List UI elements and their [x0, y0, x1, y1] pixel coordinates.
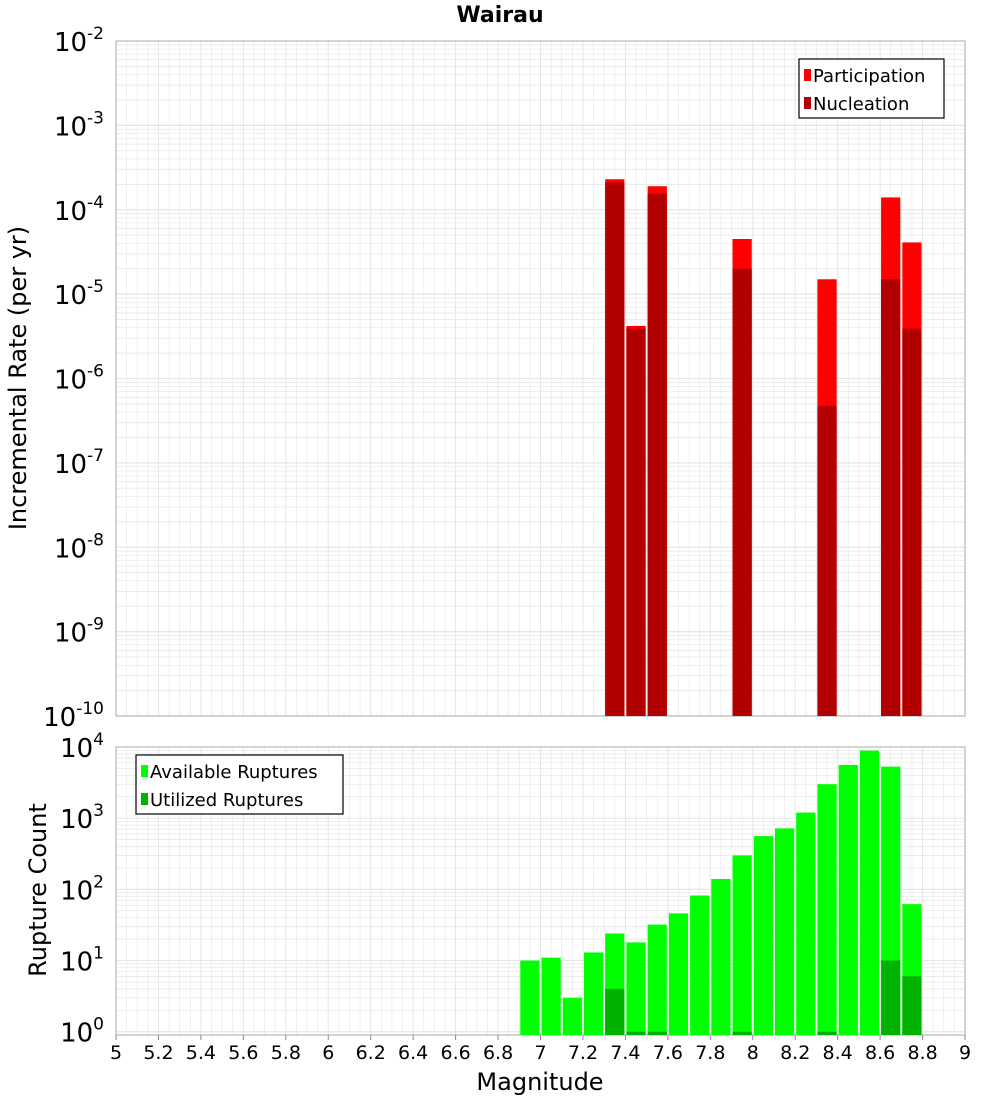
count-legend-box — [135, 754, 344, 815]
available-rupture-bar — [753, 836, 773, 1035]
x-tick-label: 7.6 — [653, 1042, 683, 1064]
available-rupture-bar — [796, 812, 816, 1035]
utilized-rupture-bar — [605, 988, 625, 1035]
utilized-rupture-bar — [817, 1031, 837, 1035]
available-rupture-bar — [626, 942, 646, 1035]
nucleation-bar — [817, 406, 837, 716]
rate-y-tick-label: 10-4 — [54, 193, 104, 227]
utilized-rupture-bar — [732, 1031, 752, 1035]
count-y-tick-label: 101 — [60, 944, 104, 978]
available-rupture-bar — [541, 957, 561, 1035]
rate-plot: 10-10 10-9 10-8 10-7 10-6 10-5 10-4 10-3 10-2 — [43, 24, 966, 733]
x-tick-label: 8.2 — [780, 1042, 810, 1064]
bottom-y-axis-label: Rupture Count — [24, 803, 52, 977]
count-y-tick-label: 100 — [60, 1015, 104, 1049]
chart-title: Wairau — [456, 3, 543, 28]
x-tick-label: 6.2 — [356, 1042, 386, 1064]
x-tick-label: 7.2 — [568, 1042, 598, 1064]
count-y-tick-label: 102 — [60, 872, 104, 906]
available-rupture-bar — [838, 764, 858, 1035]
rate-y-tick-label: 10-9 — [54, 615, 104, 649]
count-y-tick-label: 104 — [60, 730, 104, 764]
x-tick-label: 5 — [110, 1042, 122, 1064]
nucleation-bar — [732, 268, 752, 716]
count-legend-label: Available Ruptures — [150, 762, 318, 783]
rate-y-tick-label: 10-2 — [54, 24, 104, 58]
x-tick-label: 7.4 — [610, 1042, 640, 1064]
count-legend: Available Ruptures Utilized Ruptures — [135, 754, 344, 815]
rate-y-tick-label: 10-7 — [54, 446, 104, 480]
x-tick-label: 6 — [322, 1042, 334, 1064]
x-tick-label: 6.4 — [398, 1042, 428, 1064]
nucleation-bar — [881, 279, 901, 716]
x-tick-label: 8 — [747, 1042, 759, 1064]
x-tick-label: 9 — [959, 1042, 971, 1064]
nucleation-bar — [647, 193, 667, 716]
rate-legend-label: Nucleation — [813, 94, 909, 115]
available-rupture-bar — [711, 878, 731, 1035]
count-y-tick-label: 103 — [60, 801, 104, 835]
nucleation-bar — [902, 328, 922, 716]
available-rupture-bar — [774, 828, 795, 1035]
count-plot: 100 101 102 103 104 — [60, 730, 966, 1049]
x-tick-label: 5.4 — [186, 1042, 216, 1064]
available-rupture-bar — [583, 952, 604, 1035]
count-legend-label: Utilized Ruptures — [150, 790, 303, 811]
available-rupture-bar — [690, 895, 710, 1035]
rate-frame — [115, 40, 966, 717]
rate-y-tick-label: 10-10 — [43, 699, 104, 733]
utilized-rupture-bar — [647, 1031, 667, 1035]
x-tick-label: 8.8 — [907, 1042, 937, 1064]
rate-y-tick-label: 10-5 — [54, 277, 104, 311]
available-rupture-bar — [520, 960, 540, 1035]
nucleation-bar — [626, 328, 646, 716]
available-rupture-bar — [647, 924, 667, 1035]
x-tick-label: 8.4 — [823, 1042, 853, 1064]
x-tick-label: 5.6 — [228, 1042, 258, 1064]
x-axis-label: Magnitude — [476, 1068, 603, 1096]
rate-legend-label: Participation — [813, 66, 925, 87]
count-legend-swatch — [141, 765, 148, 777]
available-rupture-bar — [732, 855, 752, 1035]
available-rupture-bar — [562, 997, 582, 1035]
x-tick-label: 7 — [534, 1042, 546, 1064]
utilized-rupture-bar — [902, 976, 922, 1035]
rate-legend-swatch — [804, 69, 811, 81]
x-tick-label: 5.8 — [271, 1042, 301, 1064]
available-rupture-bar — [859, 750, 880, 1035]
utilized-rupture-bar — [626, 1031, 646, 1035]
rate-y-tick-label: 10-3 — [54, 108, 104, 142]
top-y-axis-label: Incremental Rate (per yr) — [4, 226, 32, 530]
x-tick-label: 8.6 — [865, 1042, 895, 1064]
x-axis: 5 5.2 5.4 5.6 5.8 6 6.2 6.4 6.6 6.8 7 7.2 7.4 7.6 7.8 8… — [110, 1035, 971, 1064]
available-rupture-bar — [817, 784, 837, 1035]
count-legend-swatch — [141, 793, 148, 805]
x-tick-label: 5.2 — [143, 1042, 173, 1064]
available-rupture-bar — [668, 913, 689, 1035]
utilized-rupture-bar — [881, 960, 901, 1035]
nucleation-bar — [605, 182, 625, 716]
x-tick-label: 6.8 — [483, 1042, 513, 1064]
rate-legend-box — [798, 58, 945, 119]
x-tick-label: 6.6 — [440, 1042, 470, 1064]
x-tick-label: 7.8 — [695, 1042, 725, 1064]
rate-y-tick-label: 10-6 — [54, 362, 104, 396]
rate-legend-swatch — [804, 97, 811, 109]
rate-legend: Participation Nucleation — [798, 58, 945, 119]
rate-y-tick-label: 10-8 — [54, 530, 104, 564]
